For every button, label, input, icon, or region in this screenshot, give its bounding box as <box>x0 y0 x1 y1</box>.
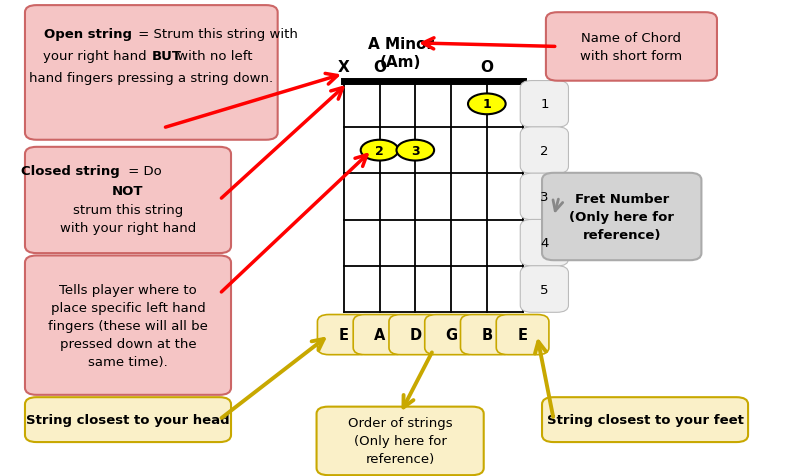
FancyBboxPatch shape <box>520 174 569 220</box>
Text: String closest to your head: String closest to your head <box>26 413 230 426</box>
FancyBboxPatch shape <box>542 397 748 442</box>
Text: E: E <box>338 327 349 342</box>
Text: X: X <box>338 60 350 75</box>
Ellipse shape <box>361 140 398 161</box>
Text: 4: 4 <box>540 237 549 250</box>
FancyBboxPatch shape <box>425 315 478 355</box>
FancyBboxPatch shape <box>461 315 513 355</box>
Text: = Strum this string with: = Strum this string with <box>134 28 298 41</box>
FancyBboxPatch shape <box>496 315 549 355</box>
Text: your right hand: your right hand <box>43 50 151 63</box>
FancyBboxPatch shape <box>520 266 569 313</box>
FancyBboxPatch shape <box>317 407 484 475</box>
Ellipse shape <box>397 140 434 161</box>
Text: D: D <box>410 327 422 342</box>
FancyBboxPatch shape <box>542 173 702 261</box>
Text: 2: 2 <box>540 144 549 157</box>
Text: strum this string: strum this string <box>73 203 183 216</box>
Text: Name of Chord
with short form: Name of Chord with short form <box>580 32 682 63</box>
FancyBboxPatch shape <box>520 81 569 128</box>
Text: Closed string: Closed string <box>22 165 120 178</box>
FancyBboxPatch shape <box>520 220 569 267</box>
Text: A: A <box>374 327 386 342</box>
FancyBboxPatch shape <box>546 13 717 81</box>
Text: Fret Number
(Only here for
reference): Fret Number (Only here for reference) <box>570 193 674 241</box>
Text: 3: 3 <box>540 190 549 204</box>
Text: with no left: with no left <box>173 50 253 63</box>
Text: BUT: BUT <box>151 50 182 63</box>
Text: hand fingers pressing a string down.: hand fingers pressing a string down. <box>30 71 274 85</box>
Text: 3: 3 <box>411 144 420 157</box>
Text: O: O <box>480 60 494 75</box>
Text: 5: 5 <box>540 283 549 296</box>
FancyBboxPatch shape <box>25 6 278 140</box>
FancyBboxPatch shape <box>353 315 406 355</box>
Text: NOT: NOT <box>112 185 144 198</box>
Text: 2: 2 <box>375 144 384 157</box>
Text: Tells player where to
place specific left hand
fingers (these will all be
presse: Tells player where to place specific lef… <box>48 283 208 368</box>
Text: Open string: Open string <box>44 28 132 41</box>
Text: String closest to your feet: String closest to your feet <box>546 413 743 426</box>
FancyBboxPatch shape <box>25 397 231 442</box>
FancyBboxPatch shape <box>520 128 569 174</box>
Text: O: O <box>373 60 386 75</box>
Text: Order of strings
(Only here for
reference): Order of strings (Only here for referenc… <box>348 416 453 466</box>
Text: = Do: = Do <box>124 165 162 178</box>
Text: with your right hand: with your right hand <box>60 222 196 235</box>
FancyBboxPatch shape <box>25 148 231 254</box>
FancyBboxPatch shape <box>318 315 370 355</box>
Text: 1: 1 <box>482 98 491 111</box>
Text: G: G <box>445 327 457 342</box>
Text: E: E <box>518 327 527 342</box>
Text: 1: 1 <box>540 98 549 111</box>
FancyBboxPatch shape <box>389 315 442 355</box>
FancyBboxPatch shape <box>25 256 231 395</box>
Ellipse shape <box>468 94 506 115</box>
Text: A Minor
(Am): A Minor (Am) <box>367 37 434 69</box>
Text: B: B <box>482 327 492 342</box>
